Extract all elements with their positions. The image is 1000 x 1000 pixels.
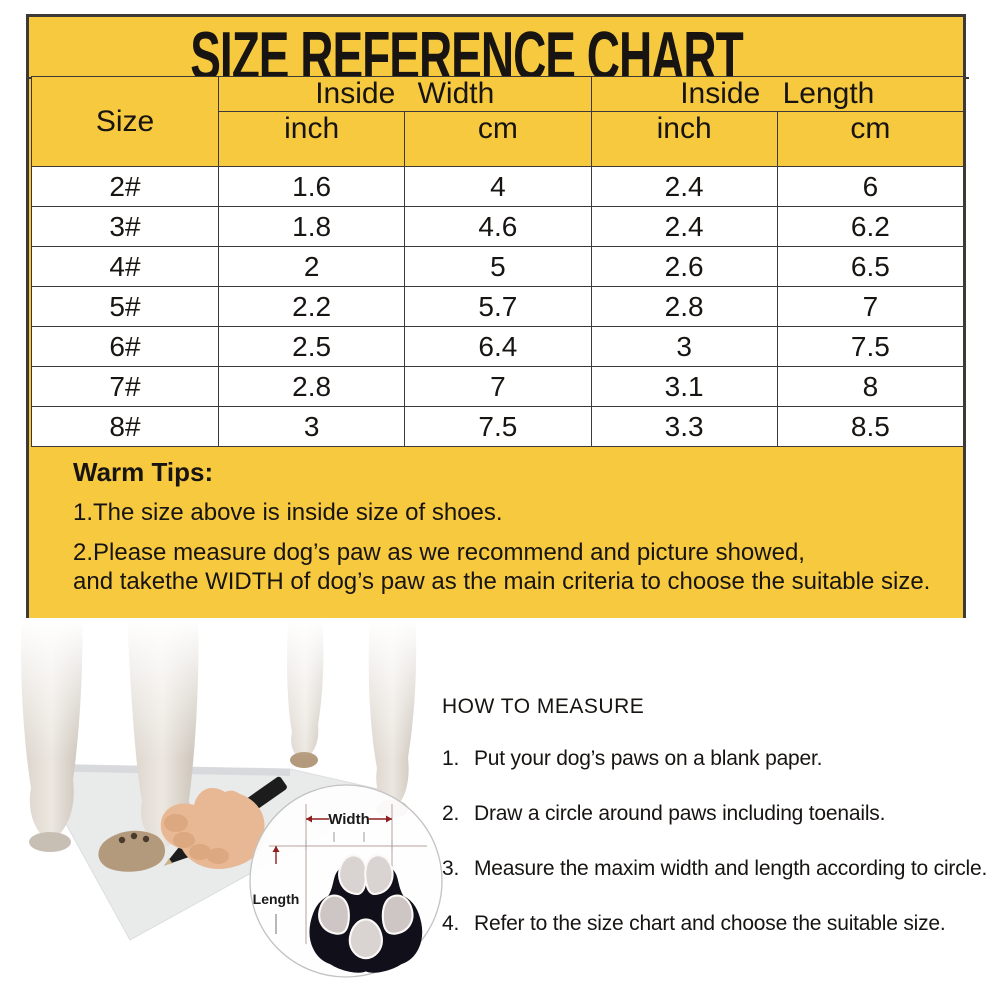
svg-text:Width: Width [328,811,370,828]
svg-text:Length: Length [253,891,300,907]
